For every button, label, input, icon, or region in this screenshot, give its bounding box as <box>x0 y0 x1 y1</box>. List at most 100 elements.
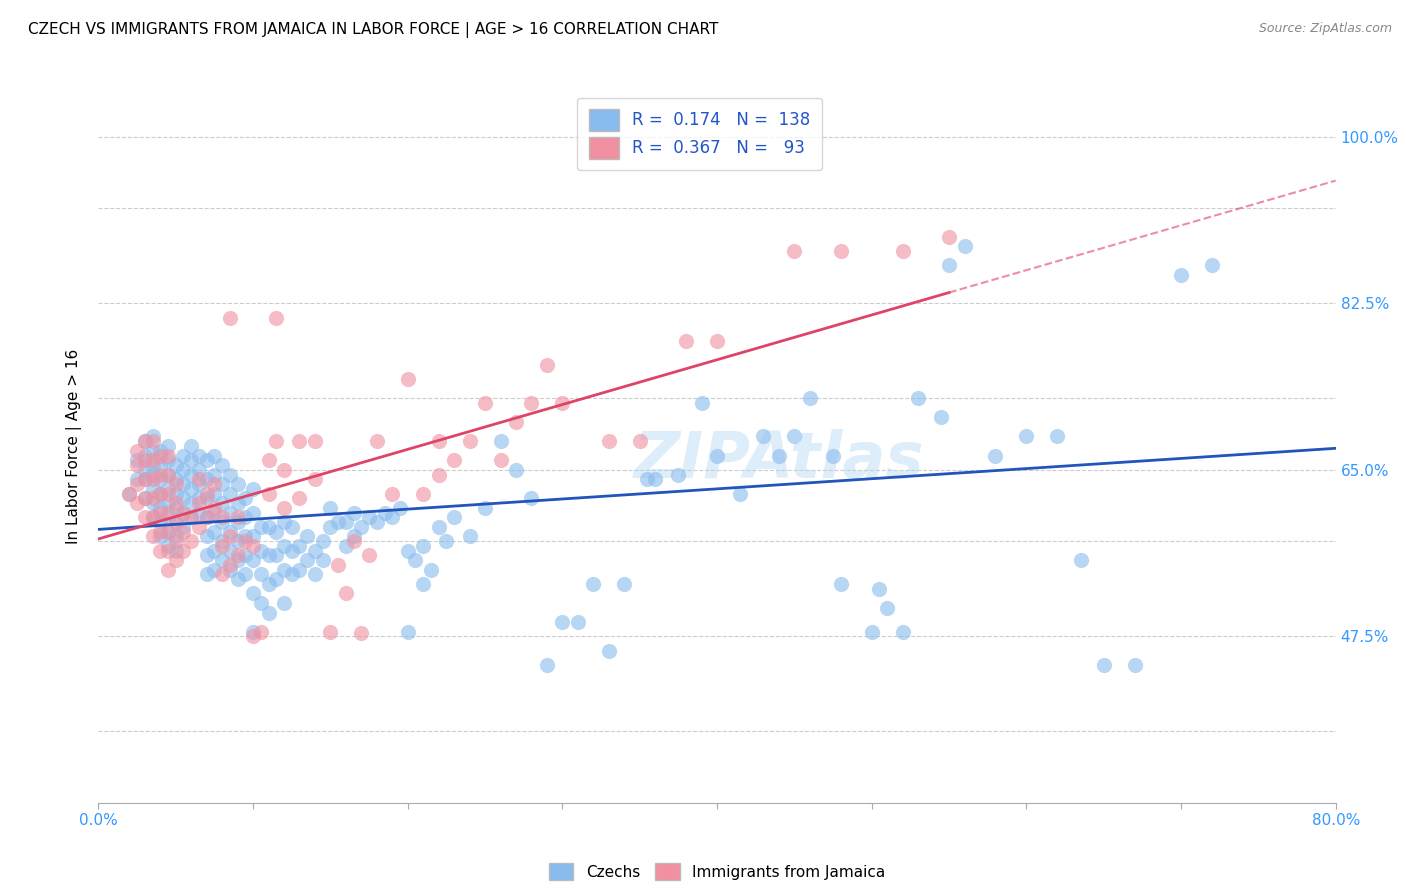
Point <box>242 539 264 553</box>
Point <box>149 458 172 472</box>
Point <box>474 396 496 410</box>
Point <box>343 529 366 543</box>
Point <box>195 549 218 563</box>
Point <box>427 520 450 534</box>
Point <box>666 467 689 482</box>
Point <box>582 577 605 591</box>
Point <box>149 449 172 463</box>
Point <box>830 244 852 258</box>
Point <box>142 443 165 458</box>
Point <box>536 358 558 372</box>
Point <box>613 577 636 591</box>
Point <box>204 486 226 500</box>
Point <box>876 600 898 615</box>
Point <box>157 496 180 510</box>
Point <box>149 472 172 486</box>
Point <box>1170 268 1192 282</box>
Point <box>149 515 172 529</box>
Point <box>273 463 295 477</box>
Point <box>1015 429 1038 443</box>
Point <box>165 500 187 515</box>
Point <box>142 472 165 486</box>
Point <box>204 524 226 539</box>
Point <box>134 453 156 467</box>
Point <box>219 558 242 572</box>
Point <box>288 434 311 449</box>
Point <box>211 534 233 549</box>
Point <box>366 434 388 449</box>
Point <box>165 515 187 529</box>
Point <box>907 392 929 406</box>
Point <box>427 434 450 449</box>
Point <box>396 624 419 639</box>
Point <box>195 491 218 506</box>
Point <box>235 549 257 563</box>
Point <box>180 467 202 482</box>
Point <box>644 472 666 486</box>
Point <box>326 515 350 529</box>
Point <box>250 596 273 610</box>
Point <box>180 482 202 496</box>
Point <box>157 467 180 482</box>
Point <box>134 472 156 486</box>
Point <box>288 539 311 553</box>
Point <box>149 443 172 458</box>
Point <box>304 567 326 582</box>
Point <box>226 553 249 567</box>
Point <box>281 520 304 534</box>
Point <box>938 229 960 244</box>
Point <box>219 467 242 482</box>
Point <box>396 543 419 558</box>
Point <box>783 429 806 443</box>
Point <box>1092 657 1115 672</box>
Point <box>149 500 172 515</box>
Point <box>149 467 172 482</box>
Point <box>281 567 304 582</box>
Point <box>675 334 697 349</box>
Point <box>257 577 280 591</box>
Point <box>188 477 211 491</box>
Point <box>551 615 574 629</box>
Point <box>195 472 218 486</box>
Point <box>127 496 149 510</box>
Point <box>149 486 172 500</box>
Point <box>235 510 257 524</box>
Point <box>165 553 187 567</box>
Point <box>636 472 658 486</box>
Point <box>165 486 187 500</box>
Point <box>219 506 242 520</box>
Point <box>127 472 149 486</box>
Point <box>157 486 180 500</box>
Point <box>706 334 728 349</box>
Point <box>157 524 180 539</box>
Point <box>505 463 527 477</box>
Point <box>335 515 357 529</box>
Point <box>242 624 264 639</box>
Point <box>165 543 187 558</box>
Point <box>173 520 195 534</box>
Point <box>149 529 172 543</box>
Point <box>598 434 620 449</box>
Point <box>520 396 543 410</box>
Y-axis label: In Labor Force | Age > 16: In Labor Force | Age > 16 <box>66 349 83 543</box>
Point <box>226 496 249 510</box>
Point <box>188 491 211 506</box>
Point <box>195 453 218 467</box>
Point <box>319 624 342 639</box>
Point <box>266 434 288 449</box>
Point <box>157 524 180 539</box>
Point <box>257 453 280 467</box>
Point <box>242 506 264 520</box>
Point <box>204 449 226 463</box>
Point <box>536 657 558 672</box>
Point <box>118 486 141 500</box>
Point <box>204 467 226 482</box>
Point <box>195 529 218 543</box>
Point <box>396 372 419 386</box>
Point <box>350 626 373 640</box>
Point <box>242 586 264 600</box>
Point <box>297 553 319 567</box>
Point <box>381 486 404 500</box>
Point <box>412 486 434 500</box>
Point <box>730 486 752 500</box>
